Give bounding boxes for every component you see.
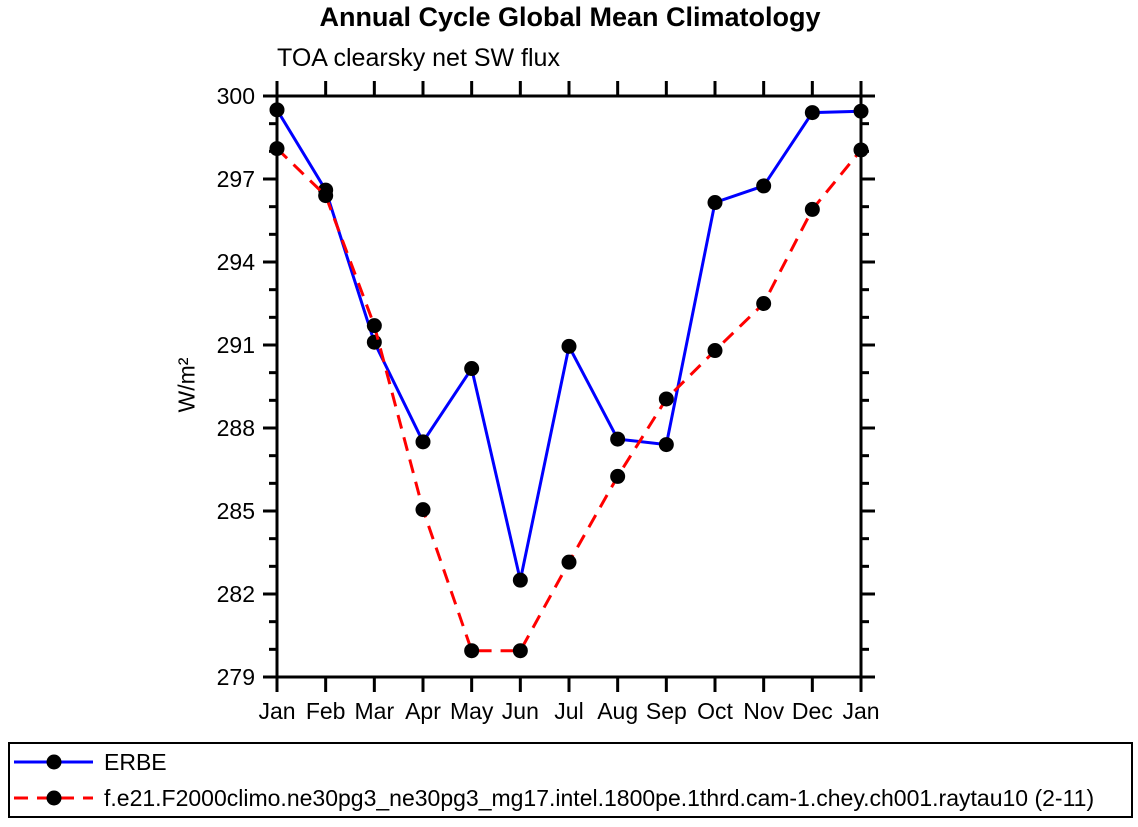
erbe-line-sample-icon xyxy=(14,754,93,770)
svg-text:282: 282 xyxy=(217,581,255,607)
chart-subtitle: TOA clearsky net SW flux xyxy=(277,44,560,72)
legend-item-model-run: f.e21.F2000climo.ne30pg3_ne30pg3_mg17.in… xyxy=(13,780,1131,816)
legend-box: ERBE f.e21.F2000climo.ne30pg3_ne30pg3_mg… xyxy=(8,742,1133,818)
legend-item-erbe: ERBE xyxy=(13,744,1131,780)
svg-text:300: 300 xyxy=(217,83,255,109)
svg-text:Aug: Aug xyxy=(597,698,638,724)
svg-text:285: 285 xyxy=(217,498,255,524)
svg-text:297: 297 xyxy=(217,166,255,192)
svg-text:Feb: Feb xyxy=(306,698,346,724)
svg-text:Nov: Nov xyxy=(743,698,784,724)
svg-text:Oct: Oct xyxy=(697,698,733,724)
svg-text:Jun: Jun xyxy=(502,698,539,724)
svg-text:288: 288 xyxy=(217,415,255,441)
svg-text:Jul: Jul xyxy=(554,698,583,724)
svg-text:Dec: Dec xyxy=(792,698,833,724)
svg-text:279: 279 xyxy=(217,664,255,690)
svg-text:294: 294 xyxy=(217,249,256,275)
svg-text:May: May xyxy=(450,698,494,724)
legend-label-model-run: f.e21.F2000climo.ne30pg3_ne30pg3_mg17.in… xyxy=(104,784,1095,811)
legend-label-erbe: ERBE xyxy=(104,748,167,775)
plot-area: Jan Feb Mar Apr May Jun Jul Aug Sep Oct Nov Dec Jan2… xyxy=(217,81,880,724)
svg-text:Mar: Mar xyxy=(355,698,395,724)
svg-text:Apr: Apr xyxy=(405,698,441,724)
model-run-line-sample-icon xyxy=(14,790,93,806)
svg-text:Jan: Jan xyxy=(842,698,879,724)
chart-title: Annual Cycle Global Mean Climatology xyxy=(319,2,821,32)
svg-text:291: 291 xyxy=(217,332,255,358)
svg-text:Jan: Jan xyxy=(258,698,295,724)
svg-text:Sep: Sep xyxy=(646,698,687,724)
